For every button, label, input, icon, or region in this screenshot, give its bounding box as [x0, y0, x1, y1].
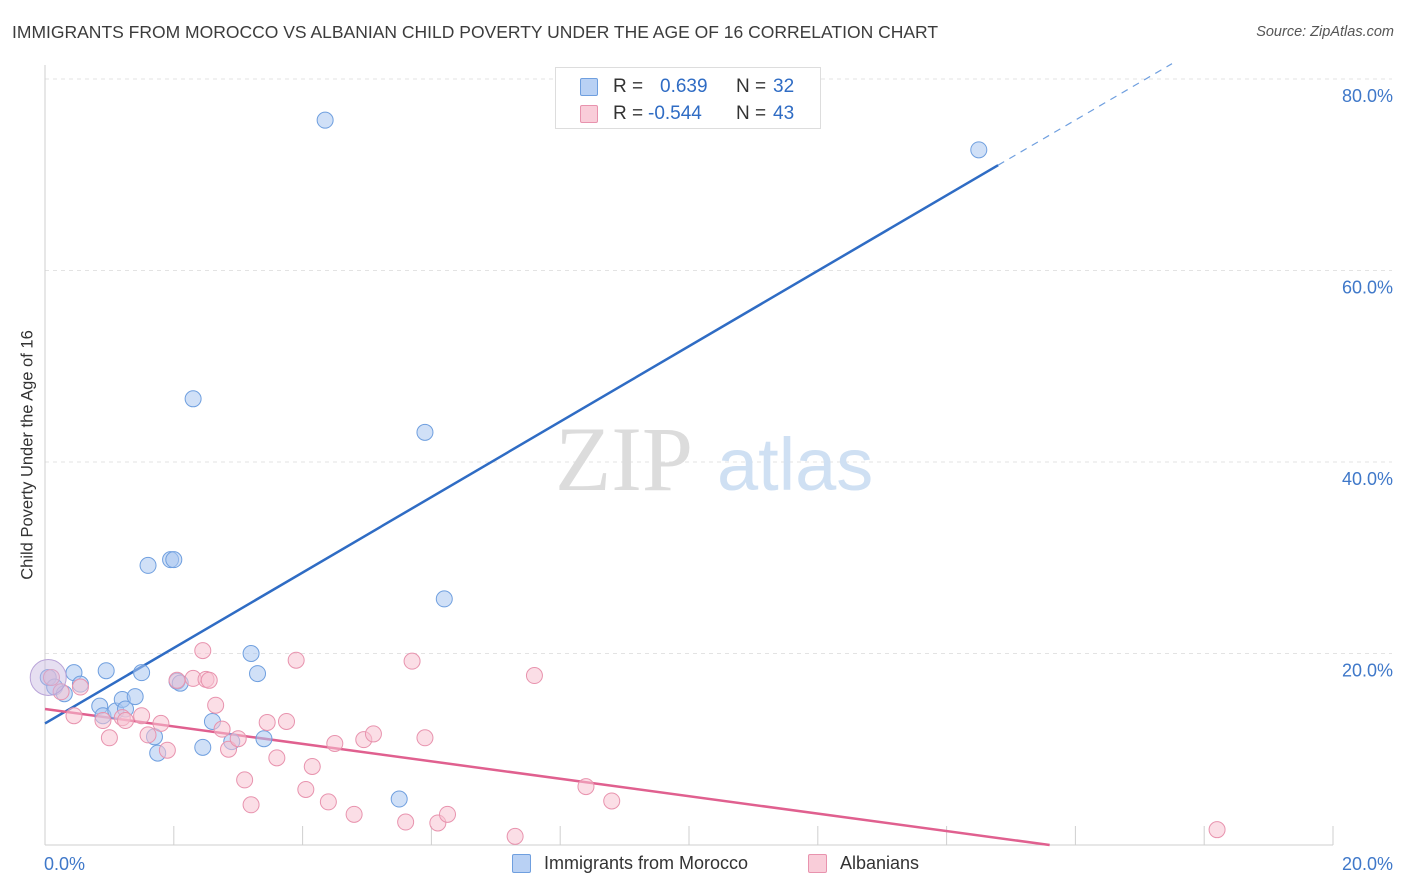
morocco-point — [316, 111, 334, 129]
legend: Immigrants from Morocco Albanians — [0, 853, 1406, 877]
y-tick-label: 40.0% — [1342, 469, 1393, 489]
morocco-point — [184, 390, 202, 408]
morocco-point — [249, 665, 267, 683]
albanian-point — [345, 805, 363, 823]
x-tick-label: 20.0% — [1342, 854, 1393, 874]
albanian-point — [229, 730, 247, 748]
albanian-point — [236, 771, 254, 789]
chart-title: IMMIGRANTS FROM MOROCCO VS ALBANIAN CHIL… — [12, 22, 939, 42]
albanian-point — [117, 712, 134, 730]
albanian-point — [194, 642, 212, 660]
albanian-point — [278, 712, 295, 730]
albanian-point — [42, 668, 60, 686]
y-tick-label: 20.0% — [1342, 661, 1393, 681]
albanian-point — [403, 652, 421, 670]
n-label: N = — [736, 103, 767, 124]
legend-swatch-morocco — [512, 854, 531, 873]
morocco-point — [970, 141, 988, 159]
source-credit: Source: ZipAtlas.com — [1256, 24, 1394, 40]
albanian-point — [287, 651, 305, 669]
morocco-point — [133, 664, 151, 682]
n-value: 32 — [773, 76, 795, 97]
legend-swatch-albanians — [808, 854, 827, 873]
albanian-trend-line — [44, 707, 1050, 847]
morocco-point — [416, 423, 434, 441]
n-label: N = — [736, 76, 767, 97]
albanian-point — [525, 667, 543, 685]
albanian-point — [258, 713, 276, 731]
albanian-point — [297, 780, 315, 798]
morocco-point — [139, 556, 157, 574]
albanian-point — [168, 671, 186, 689]
morocco-point — [390, 790, 408, 808]
x-tick-labels: 0.0% 20.0% — [44, 854, 1393, 874]
r-value: 0.639 — [660, 76, 708, 97]
morocco-point — [97, 662, 115, 680]
albanian-point — [506, 827, 524, 845]
morocco-point — [126, 688, 144, 706]
albanian-point — [100, 729, 118, 747]
morocco-point — [242, 645, 260, 662]
r-label: R = — [613, 76, 644, 97]
albanian-point — [139, 726, 157, 744]
n-value: 43 — [773, 103, 795, 124]
albanian-point — [94, 712, 112, 730]
albanian-point — [52, 683, 70, 701]
albanian-point — [152, 714, 170, 732]
albanian-point — [213, 720, 231, 738]
stats-swatch-morocco — [580, 78, 598, 96]
albanian-point — [200, 671, 218, 689]
albanian-point — [416, 729, 434, 747]
albanian-point — [158, 741, 176, 759]
albanian-point — [603, 792, 621, 810]
albanian-point — [65, 707, 83, 725]
x-tick-label: 0.0% — [44, 854, 85, 874]
morocco-point — [255, 730, 273, 748]
legend-label-albanians: Albanians — [840, 853, 920, 873]
albanian-point — [439, 805, 456, 823]
albanian-point — [397, 813, 415, 831]
albanian-point — [303, 757, 321, 775]
stats-swatch-albanians — [580, 105, 598, 123]
y-axis-label: Child Poverty Under the Age of 16 — [18, 330, 37, 580]
y-tick-label: 60.0% — [1342, 278, 1393, 298]
axes — [44, 65, 1334, 846]
albanian-point — [220, 740, 238, 758]
watermark-zip: ZIP — [555, 408, 693, 510]
albanian-point — [364, 725, 382, 743]
albanian-point — [268, 749, 286, 767]
trend-lines — [44, 63, 1173, 847]
albanian-point — [242, 796, 260, 814]
albanian-point — [133, 707, 151, 725]
albanian-point — [326, 735, 344, 753]
data-points — [29, 111, 1226, 845]
r-label: R = — [613, 103, 644, 124]
legend-label-morocco: Immigrants from Morocco — [544, 853, 749, 873]
morocco-point — [194, 738, 212, 756]
albanian-point — [207, 696, 225, 714]
watermark: ZIP atlas — [555, 408, 873, 510]
overlap-point — [29, 658, 67, 696]
morocco-trend-line — [44, 164, 999, 725]
albanian-point — [1208, 821, 1226, 839]
morocco-point — [435, 590, 453, 608]
watermark-atlas: atlas — [717, 423, 873, 506]
r-value: -0.544 — [648, 103, 702, 124]
albanian-point — [71, 678, 89, 696]
albanian-point — [319, 793, 337, 811]
stats-box: R = 0.639 N = 32 R = -0.544 N = 43 — [555, 67, 821, 129]
morocco-point — [165, 551, 183, 569]
y-tick-label: 80.0% — [1342, 86, 1393, 106]
grid-lines — [45, 78, 1392, 654]
y-tick-labels: 20.0% 40.0% 60.0% 80.0% — [1342, 86, 1393, 681]
albanian-point — [577, 778, 595, 796]
